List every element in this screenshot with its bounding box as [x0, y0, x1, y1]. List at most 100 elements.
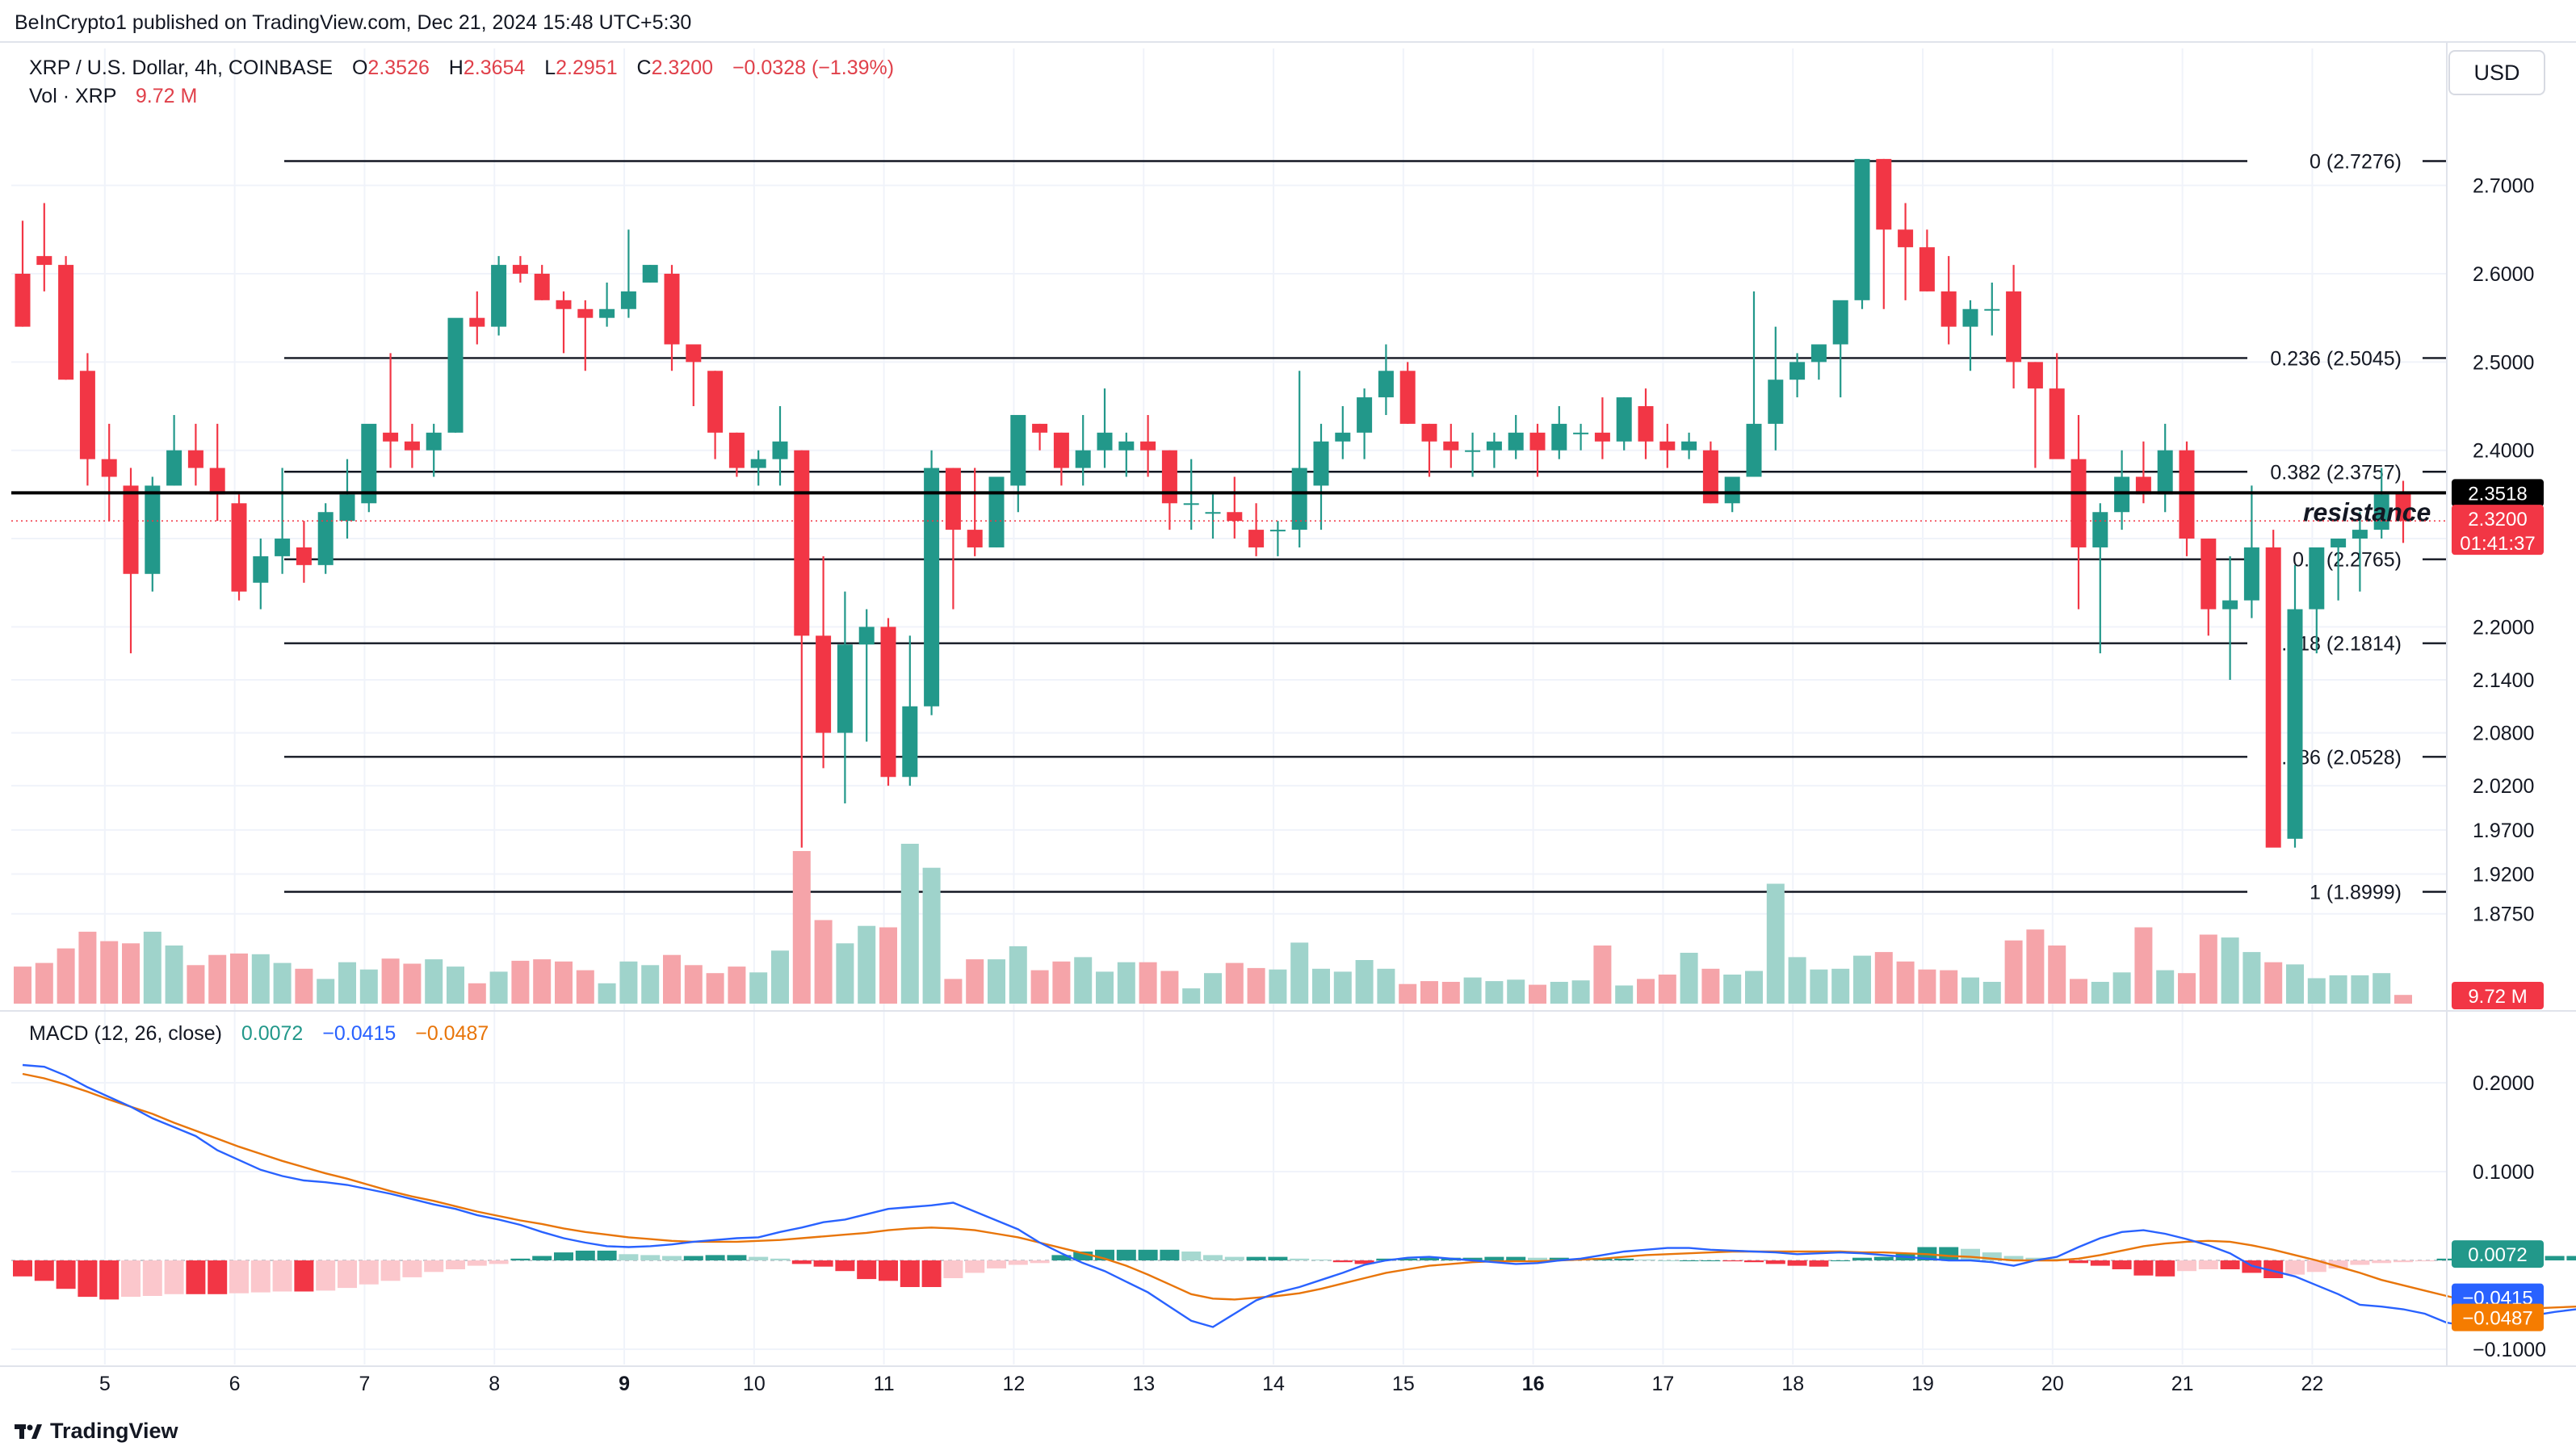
- volume-bar: [1074, 957, 1093, 1004]
- macd-histogram-bar: [250, 1260, 271, 1293]
- candle-body: [924, 468, 940, 707]
- candle-body: [123, 485, 139, 574]
- candle-body: [1399, 371, 1416, 424]
- candle: [253, 539, 269, 610]
- macd-histogram-bar: [13, 1260, 32, 1277]
- candle-body: [1010, 414, 1026, 486]
- macd-line-value: −0.0415: [322, 1022, 396, 1045]
- candle-body: [275, 539, 291, 556]
- candle: [2092, 503, 2108, 654]
- candle-body: [707, 371, 724, 433]
- price-lines: resistance: [11, 491, 2447, 526]
- candle: [1486, 432, 1502, 468]
- volume-bar: [1637, 979, 1655, 1004]
- candle: [1357, 388, 1373, 459]
- candle: [794, 450, 810, 848]
- candle-body: [2243, 547, 2259, 601]
- macd-histogram-bar: [1852, 1257, 1872, 1260]
- macd-histogram-bar: [380, 1260, 401, 1281]
- candle: [1508, 414, 1524, 459]
- macd-histogram-bar: [857, 1260, 877, 1280]
- candle: [469, 291, 485, 345]
- candle: [1053, 432, 1069, 486]
- candle-body: [469, 317, 485, 327]
- candle: [988, 476, 1005, 547]
- volume-bar: [2178, 973, 2196, 1004]
- macd-histogram-bar: [1181, 1252, 1202, 1260]
- volume-bar: [1701, 968, 1720, 1004]
- volume-bar: [208, 954, 227, 1004]
- volume-bar: [1420, 981, 1438, 1004]
- candle: [1032, 423, 1048, 451]
- macd-histogram-bar: [1982, 1252, 2002, 1260]
- price-tick-label: 2.0800: [2473, 723, 2534, 745]
- candle-body: [534, 274, 550, 300]
- candle: [1248, 503, 1265, 556]
- candle: [491, 256, 507, 336]
- candle-body: [816, 635, 832, 733]
- candle: [2049, 353, 2065, 459]
- candle-body: [1357, 397, 1373, 433]
- macd-histogram-bar: [1420, 1257, 1439, 1260]
- volume-bar: [359, 969, 378, 1004]
- candle: [1681, 432, 1697, 459]
- macd-histogram-bar: [1528, 1257, 1547, 1260]
- time-tick-label: 11: [874, 1373, 895, 1395]
- volume-bar: [1810, 969, 1828, 1004]
- volume-bar: [792, 851, 811, 1004]
- macd-histogram-bar: [1138, 1249, 1158, 1260]
- candle-body: [1335, 432, 1351, 442]
- candle-body: [1465, 450, 1481, 452]
- candle-body: [599, 308, 615, 318]
- macd-histogram-bar: [2155, 1260, 2175, 1277]
- fib-level-label: 0.236 (2.5045): [2270, 347, 2402, 370]
- macd-histogram-bar: [2177, 1260, 2196, 1272]
- macd-signal-tag-text: −0.0487: [2462, 1308, 2532, 1330]
- macd-histogram-bar: [446, 1260, 465, 1269]
- volume-bar: [2112, 972, 2131, 1004]
- candle: [556, 291, 572, 354]
- candle: [664, 265, 680, 371]
- macd-histogram-bar: [2198, 1260, 2218, 1269]
- candle-body: [2352, 530, 2368, 539]
- resistance-label: resistance: [2303, 497, 2431, 526]
- candle-body: [2395, 492, 2411, 522]
- volume-bar: [338, 962, 356, 1004]
- macd-histogram-bar: [56, 1260, 76, 1289]
- candle-body: [2027, 362, 2043, 389]
- macd-hist-tag-text: 0.0072: [2468, 1244, 2527, 1266]
- volume-bar: [2242, 952, 2261, 1004]
- candle-body: [1140, 441, 1156, 451]
- macd-histogram-bar: [791, 1260, 812, 1264]
- candle: [2309, 547, 2325, 654]
- candle: [1097, 388, 1113, 468]
- candle-body: [772, 441, 788, 459]
- currency-button[interactable]: USD: [2448, 50, 2545, 95]
- candle: [858, 609, 875, 742]
- volume-bar: [922, 867, 941, 1004]
- macd-histogram-bar: [1268, 1256, 1288, 1260]
- macd-histogram-bar: [1051, 1255, 1072, 1260]
- volume-label: Vol · XRP: [29, 85, 116, 107]
- time-tick-label: 16: [1522, 1373, 1545, 1395]
- candle-body: [967, 530, 983, 547]
- candle-body: [253, 556, 269, 583]
- candle: [1010, 414, 1026, 513]
- macd-hist-tag: 0.0072: [2452, 1240, 2544, 1268]
- volume-bar: [2264, 962, 2283, 1004]
- time-tick-label: 20: [2041, 1373, 2064, 1395]
- volume-bar: [1204, 973, 1222, 1004]
- candle: [231, 494, 247, 601]
- volume-bar: [100, 941, 119, 1004]
- macd-histogram-bar: [921, 1260, 942, 1287]
- candle: [15, 220, 31, 327]
- candle: [772, 406, 788, 486]
- volume-bar: [641, 965, 660, 1004]
- volume-bar: [1507, 979, 1525, 1004]
- candle: [1140, 414, 1156, 477]
- macd-histogram-bar: [2133, 1260, 2154, 1276]
- volume-bar: [2070, 979, 2087, 1004]
- candle-body: [296, 547, 312, 565]
- macd-histogram-bar: [1030, 1260, 1050, 1264]
